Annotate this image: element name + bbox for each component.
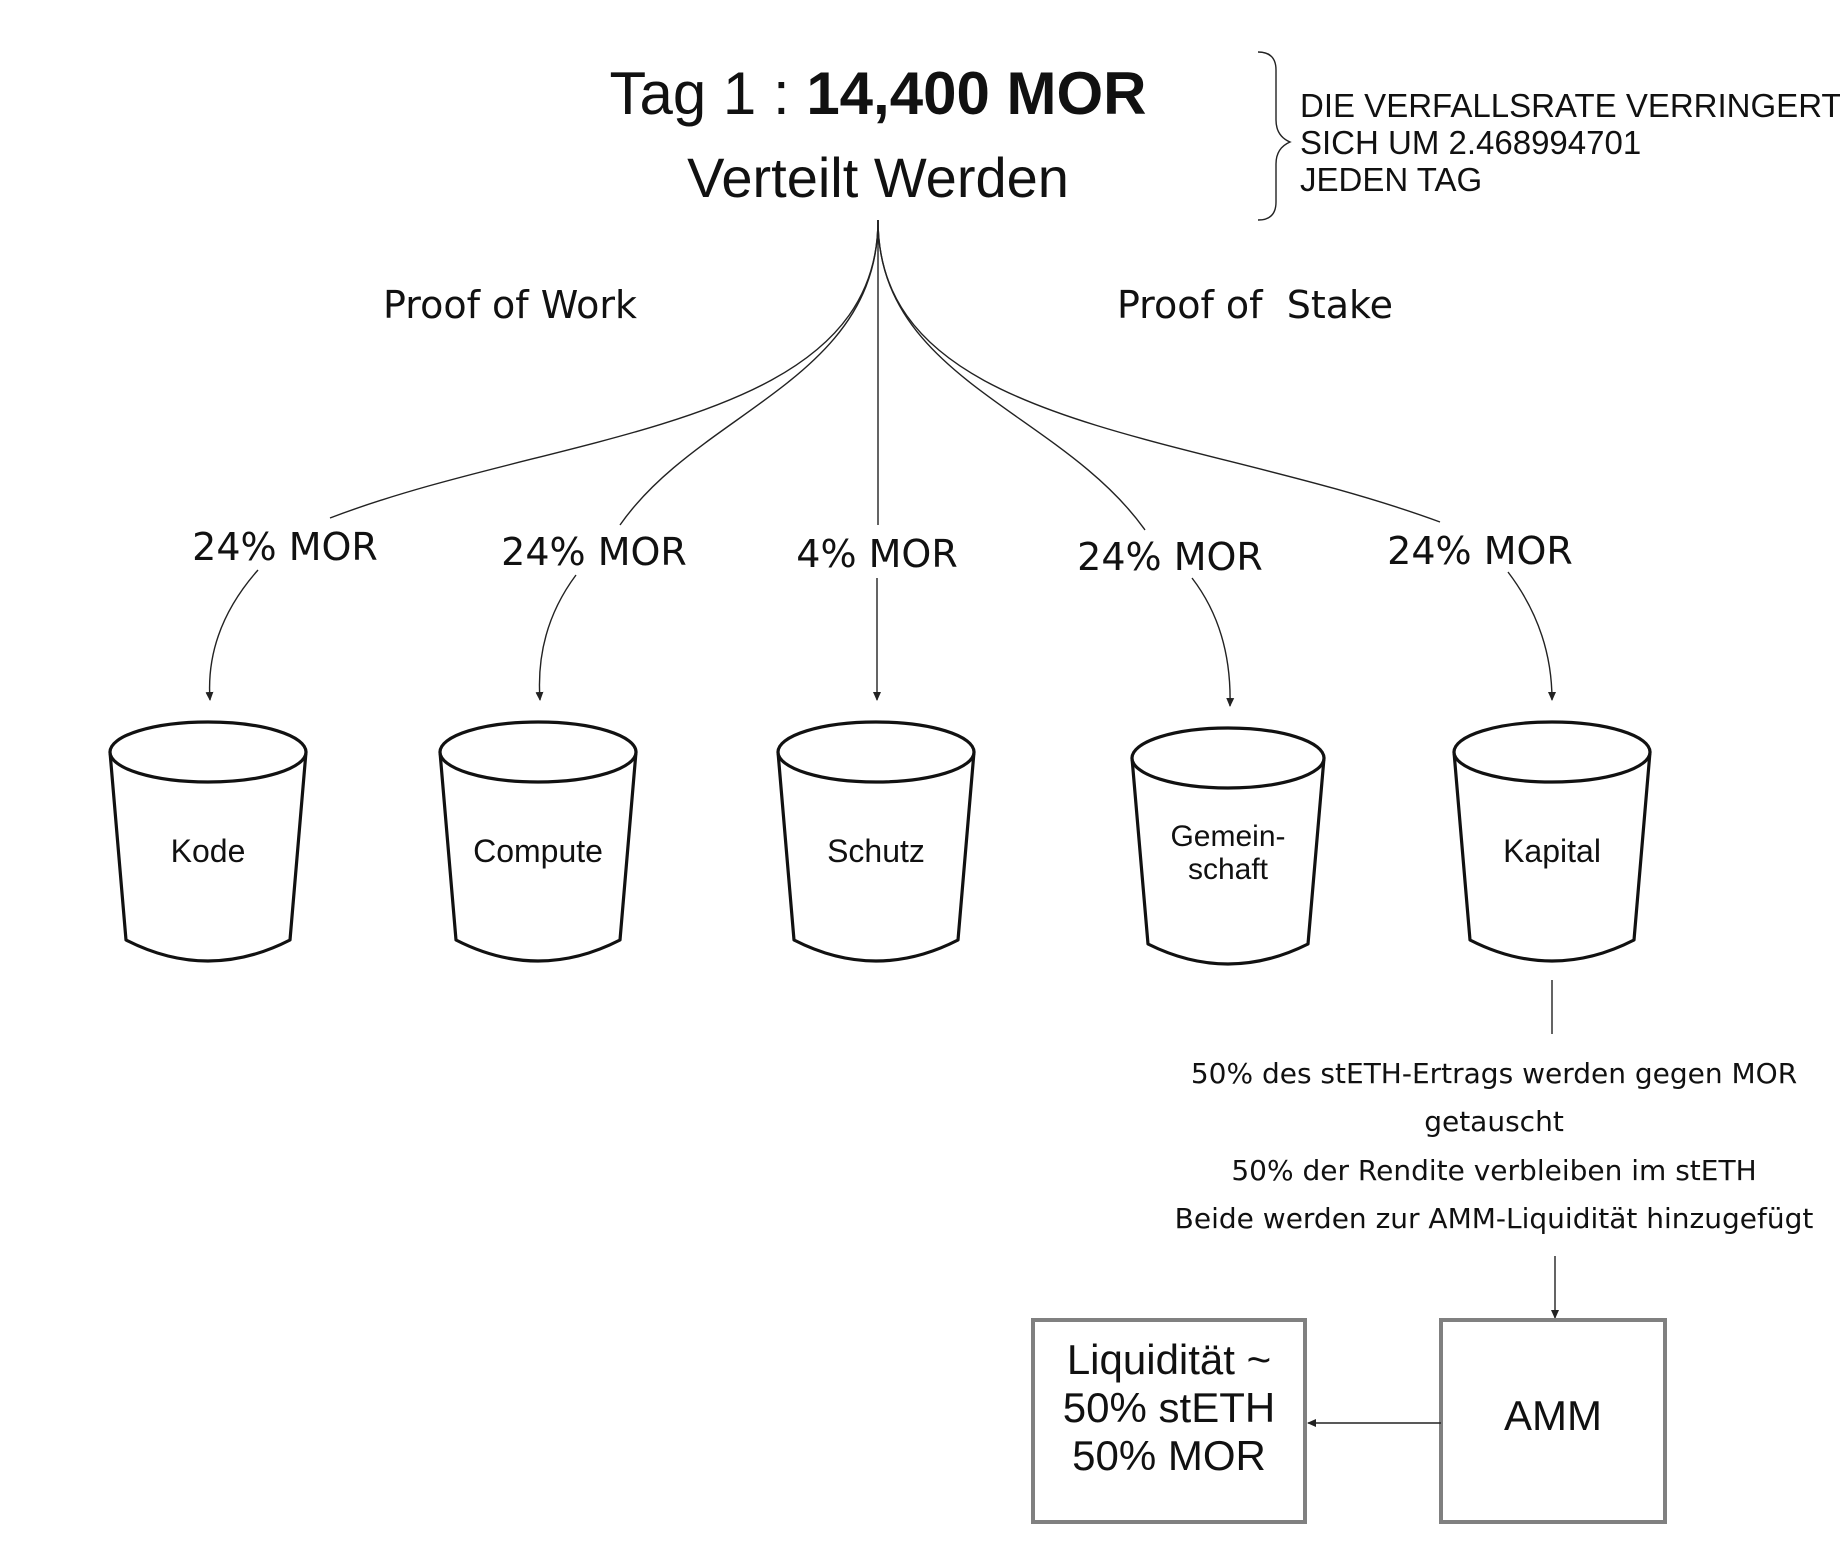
decay-note: DIE VERFALLSRATE VERRINGERT SICH UM 2.46…	[1300, 87, 1840, 198]
liquidity-line: Liquidität ~	[1067, 1336, 1271, 1383]
bucket-label: Kode	[171, 833, 246, 869]
bucket-gemeinschaft: Gemein- schaft	[1130, 726, 1326, 966]
category-proof-of-work: Proof of Work	[383, 283, 637, 327]
bucket-compute: Compute	[438, 720, 638, 963]
page-title: Tag 1 : 14,400 MOR	[610, 60, 1147, 127]
amm-label: AMM	[1504, 1392, 1602, 1439]
decay-note-line: DIE VERFALLSRATE VERRINGERT	[1300, 87, 1840, 124]
category-proof-of-stake: Proof of Stake	[1117, 283, 1393, 327]
bucket-kode: Kode	[108, 720, 308, 963]
bucket-kapital: Kapital	[1452, 720, 1652, 963]
percent-label: 24% MOR	[501, 530, 687, 574]
branch-lines	[329, 219, 1441, 531]
capital-note-line: 50% der Rendite verbleiben im stETH	[1231, 1154, 1756, 1187]
percent-label: 24% MOR	[1077, 535, 1263, 579]
bucket-label: Schutz	[827, 833, 925, 869]
decay-note-line: SICH UM 2.468994701	[1300, 124, 1641, 161]
capital-notes: 50% des stETH-Ertrags werden gegen MOR g…	[1175, 1057, 1814, 1235]
capital-note-line: Beide werden zur AMM-Liquidität hinzugef…	[1175, 1202, 1814, 1235]
percent-label: 24% MOR	[192, 525, 378, 569]
percent-labels: 24% MOR 24% MOR 4% MOR 24% MOR 24% MOR	[192, 525, 1573, 579]
curly-brace	[1257, 51, 1292, 221]
bucket-label: schaft	[1188, 853, 1269, 886]
bucket-arrows	[205, 569, 1556, 707]
liquidity-line: 50% MOR	[1072, 1432, 1266, 1479]
percent-label: 24% MOR	[1387, 529, 1573, 573]
liquidity-line: 50% stETH	[1063, 1384, 1275, 1431]
capital-note-line: 50% des stETH-Ertrags werden gegen MOR	[1191, 1057, 1797, 1090]
decay-note-line: JEDEN TAG	[1300, 161, 1482, 198]
liquidity-box: Liquidität ~ 50% stETH 50% MOR	[1031, 1318, 1307, 1524]
bucket-label: Compute	[473, 833, 603, 869]
page-subtitle: Verteilt Werden	[687, 146, 1069, 209]
bucket-label: Kapital	[1503, 833, 1601, 869]
capital-note-line: getauscht	[1424, 1105, 1564, 1138]
percent-label: 4% MOR	[796, 532, 957, 576]
bucket-schutz: Schutz	[776, 720, 976, 963]
amm-box: AMM	[1439, 1318, 1667, 1524]
bucket-label: Gemein-	[1170, 820, 1285, 853]
